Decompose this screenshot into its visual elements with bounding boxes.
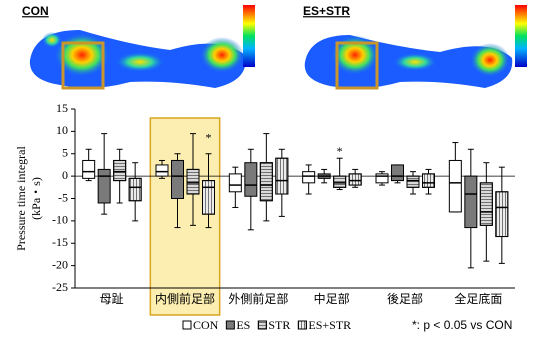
box-hatch xyxy=(187,169,199,194)
y-tick-label: 5 xyxy=(62,146,68,160)
x-tick-label: 内側前足部 xyxy=(155,291,215,306)
box-hatch xyxy=(496,192,508,237)
y-axis-label: Pressure time integral xyxy=(14,146,28,251)
x-tick-label: 中足部 xyxy=(314,291,350,306)
box-hatch xyxy=(423,174,435,187)
y-tick-label: -10 xyxy=(52,213,68,227)
box xyxy=(449,160,461,211)
heatmap-con: CON xyxy=(22,4,255,88)
box-hatch xyxy=(349,174,361,185)
y-tick-label: -15 xyxy=(52,235,68,249)
legend-label: STR xyxy=(268,318,290,332)
legend-label: ES xyxy=(236,318,250,332)
note: *: p < 0.05 vs CON xyxy=(412,318,512,332)
y-tick-label: -5 xyxy=(58,190,68,204)
box xyxy=(376,174,388,183)
legend-label: ES+STR xyxy=(308,318,351,332)
y-tick-label: 0 xyxy=(62,168,68,182)
box xyxy=(156,165,168,176)
y-tick-label: 15 xyxy=(56,101,68,115)
box-hatch xyxy=(407,176,419,187)
legend-swatch xyxy=(226,321,234,329)
image-label: CON xyxy=(22,4,49,18)
box-hatch xyxy=(260,163,272,201)
box-hatch xyxy=(129,178,141,200)
box xyxy=(245,163,257,197)
heatmap-es-str: ES+STR xyxy=(303,4,527,88)
box-hatch xyxy=(276,158,288,194)
box xyxy=(83,160,95,178)
legend-swatch-hatch xyxy=(258,321,266,329)
box xyxy=(172,160,184,198)
box xyxy=(229,174,241,192)
box xyxy=(303,172,315,183)
image-label: ES+STR xyxy=(303,4,350,18)
box xyxy=(98,169,110,203)
figure: CON ES+STR -25 -20 -15 -10 -5 0 5 10 15 Pressure … xyxy=(0,0,540,339)
box-hatch xyxy=(480,183,492,226)
legend-swatch-hatch xyxy=(298,321,306,329)
x-tick-label: 母趾 xyxy=(100,292,124,306)
significance: * xyxy=(206,131,212,145)
y-tick-label: -25 xyxy=(52,280,68,294)
box-hatch xyxy=(203,181,215,215)
highlight xyxy=(150,118,219,315)
box xyxy=(392,165,404,181)
y-tick-label: 10 xyxy=(56,123,68,137)
y-tick-label: -20 xyxy=(52,257,68,271)
x-tick-label: 全足底面 xyxy=(454,291,502,306)
box-hatch xyxy=(334,176,346,187)
legend-label: CON xyxy=(193,318,219,332)
box-hatch xyxy=(114,160,126,180)
box xyxy=(465,176,477,227)
significance: * xyxy=(337,144,343,158)
chart: -25 -20 -15 -10 -5 0 5 10 15 Pressure time integr… xyxy=(14,101,515,332)
x-tick-label: 後足部 xyxy=(387,291,423,306)
legend-swatch xyxy=(183,321,191,329)
x-tick-label: 外側前足部 xyxy=(228,291,288,306)
y-axis-label: (kPa・s) xyxy=(29,177,43,220)
